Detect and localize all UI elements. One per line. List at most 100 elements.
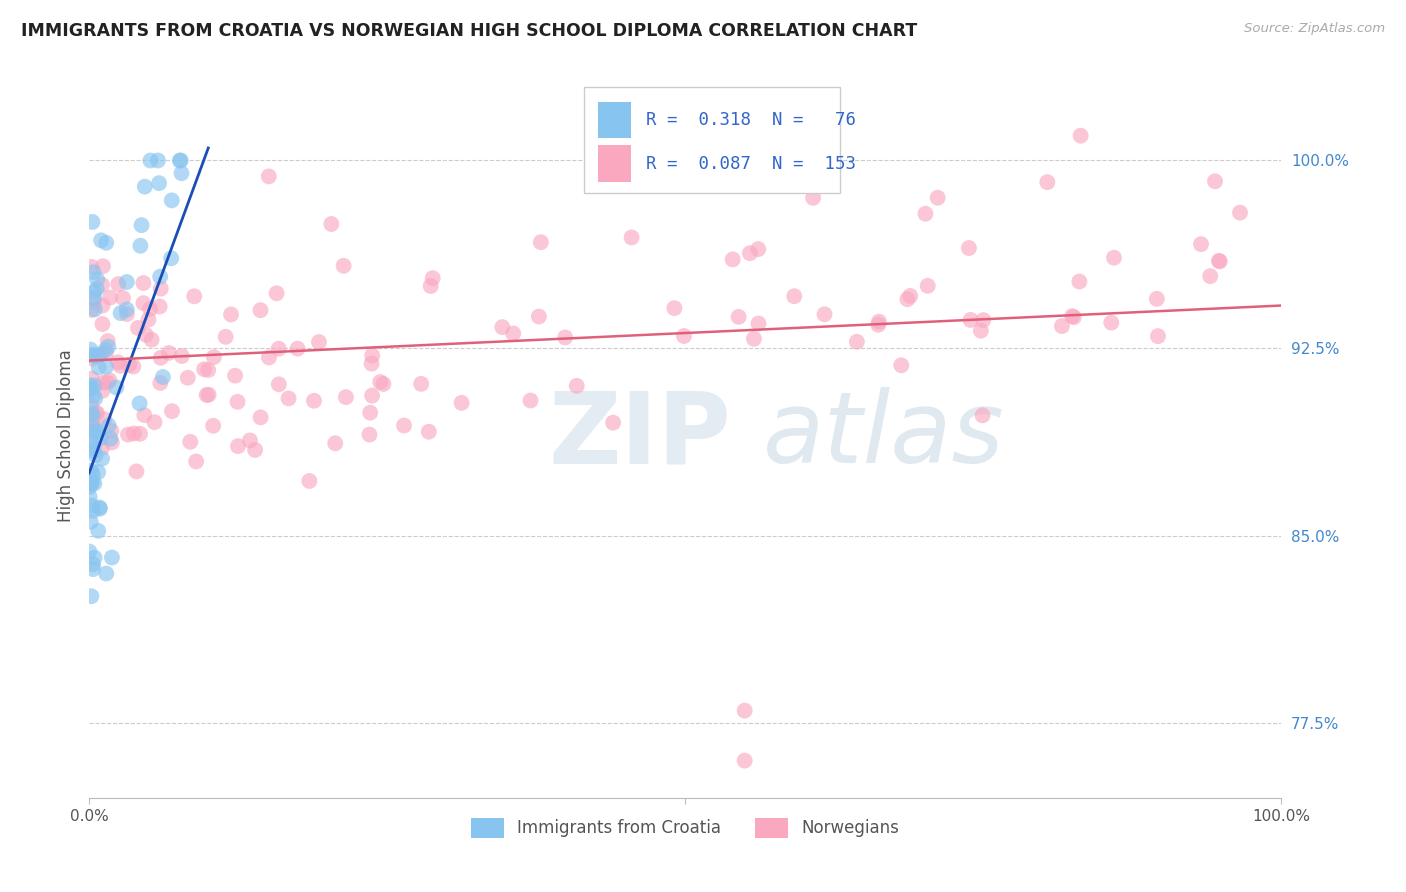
Point bbox=[226, 394, 249, 409]
Point bbox=[1069, 275, 1091, 289]
Point bbox=[80, 302, 103, 317]
Point bbox=[134, 408, 156, 422]
Point bbox=[149, 376, 172, 390]
Point bbox=[186, 454, 208, 468]
Point bbox=[170, 349, 193, 363]
Point bbox=[87, 360, 110, 375]
Point bbox=[1199, 269, 1222, 284]
Point bbox=[1099, 316, 1122, 330]
Point bbox=[267, 342, 290, 356]
Point bbox=[128, 396, 150, 410]
Point bbox=[193, 362, 215, 376]
Point bbox=[115, 307, 138, 321]
Point bbox=[1189, 237, 1212, 252]
Point bbox=[80, 589, 103, 603]
Point bbox=[243, 442, 266, 457]
Point bbox=[83, 285, 105, 299]
Point bbox=[79, 480, 101, 494]
Point bbox=[90, 431, 112, 445]
Point bbox=[360, 357, 382, 371]
Point bbox=[1147, 329, 1170, 343]
Point bbox=[84, 406, 107, 420]
Point bbox=[93, 412, 115, 426]
Point bbox=[972, 313, 994, 327]
Point bbox=[249, 410, 271, 425]
Point bbox=[80, 371, 103, 385]
Point bbox=[80, 435, 103, 450]
Point bbox=[721, 252, 744, 267]
Point bbox=[89, 501, 111, 516]
Point bbox=[783, 289, 806, 303]
Point bbox=[96, 566, 118, 581]
Point bbox=[287, 342, 309, 356]
Point bbox=[419, 279, 441, 293]
Point bbox=[83, 476, 105, 491]
Point bbox=[224, 368, 246, 383]
Point bbox=[418, 425, 440, 439]
Point bbox=[101, 435, 124, 450]
Point bbox=[84, 424, 107, 438]
Point bbox=[672, 329, 695, 343]
Point bbox=[202, 418, 225, 433]
Point bbox=[219, 308, 242, 322]
Point bbox=[97, 334, 120, 348]
Point bbox=[148, 176, 170, 190]
Point bbox=[79, 544, 101, 558]
Point bbox=[115, 275, 138, 289]
Point bbox=[298, 474, 321, 488]
Point bbox=[197, 363, 219, 377]
Point bbox=[86, 272, 108, 286]
Point bbox=[98, 291, 121, 305]
FancyBboxPatch shape bbox=[598, 102, 631, 138]
Point bbox=[90, 233, 112, 247]
Point bbox=[82, 499, 104, 513]
Point bbox=[620, 230, 643, 244]
Point bbox=[135, 327, 157, 342]
Point bbox=[422, 271, 444, 285]
Point bbox=[132, 276, 155, 290]
Point bbox=[361, 349, 384, 363]
Point bbox=[957, 241, 980, 255]
Point bbox=[335, 390, 357, 404]
Point bbox=[149, 351, 172, 365]
Point bbox=[80, 515, 103, 529]
Point bbox=[368, 375, 391, 389]
Point bbox=[1063, 310, 1085, 325]
Point bbox=[972, 409, 994, 423]
Point bbox=[359, 427, 381, 442]
Point bbox=[169, 153, 191, 168]
Point bbox=[91, 451, 114, 466]
Point bbox=[170, 153, 193, 168]
Point bbox=[82, 215, 104, 229]
Point bbox=[91, 376, 114, 390]
Point bbox=[84, 449, 107, 463]
Point bbox=[96, 376, 118, 390]
Point bbox=[959, 313, 981, 327]
Point bbox=[80, 399, 103, 413]
Point bbox=[527, 310, 550, 324]
Point bbox=[82, 348, 104, 362]
Point bbox=[411, 376, 433, 391]
Point bbox=[742, 332, 765, 346]
Point bbox=[97, 418, 120, 433]
Point bbox=[82, 351, 104, 366]
Point bbox=[197, 388, 219, 402]
Point bbox=[896, 292, 918, 306]
Point bbox=[82, 408, 104, 422]
Point bbox=[801, 191, 824, 205]
Point bbox=[160, 404, 183, 418]
Point bbox=[107, 355, 129, 369]
Point bbox=[1070, 128, 1092, 143]
Point bbox=[100, 432, 122, 446]
Point bbox=[747, 317, 769, 331]
Point bbox=[1102, 251, 1125, 265]
Point bbox=[83, 378, 105, 392]
Point bbox=[83, 441, 105, 455]
Point bbox=[179, 434, 201, 449]
Point bbox=[257, 169, 280, 184]
Point bbox=[80, 434, 103, 449]
Point bbox=[266, 286, 288, 301]
Point bbox=[139, 153, 162, 168]
Point bbox=[143, 415, 166, 429]
Point bbox=[80, 476, 103, 491]
